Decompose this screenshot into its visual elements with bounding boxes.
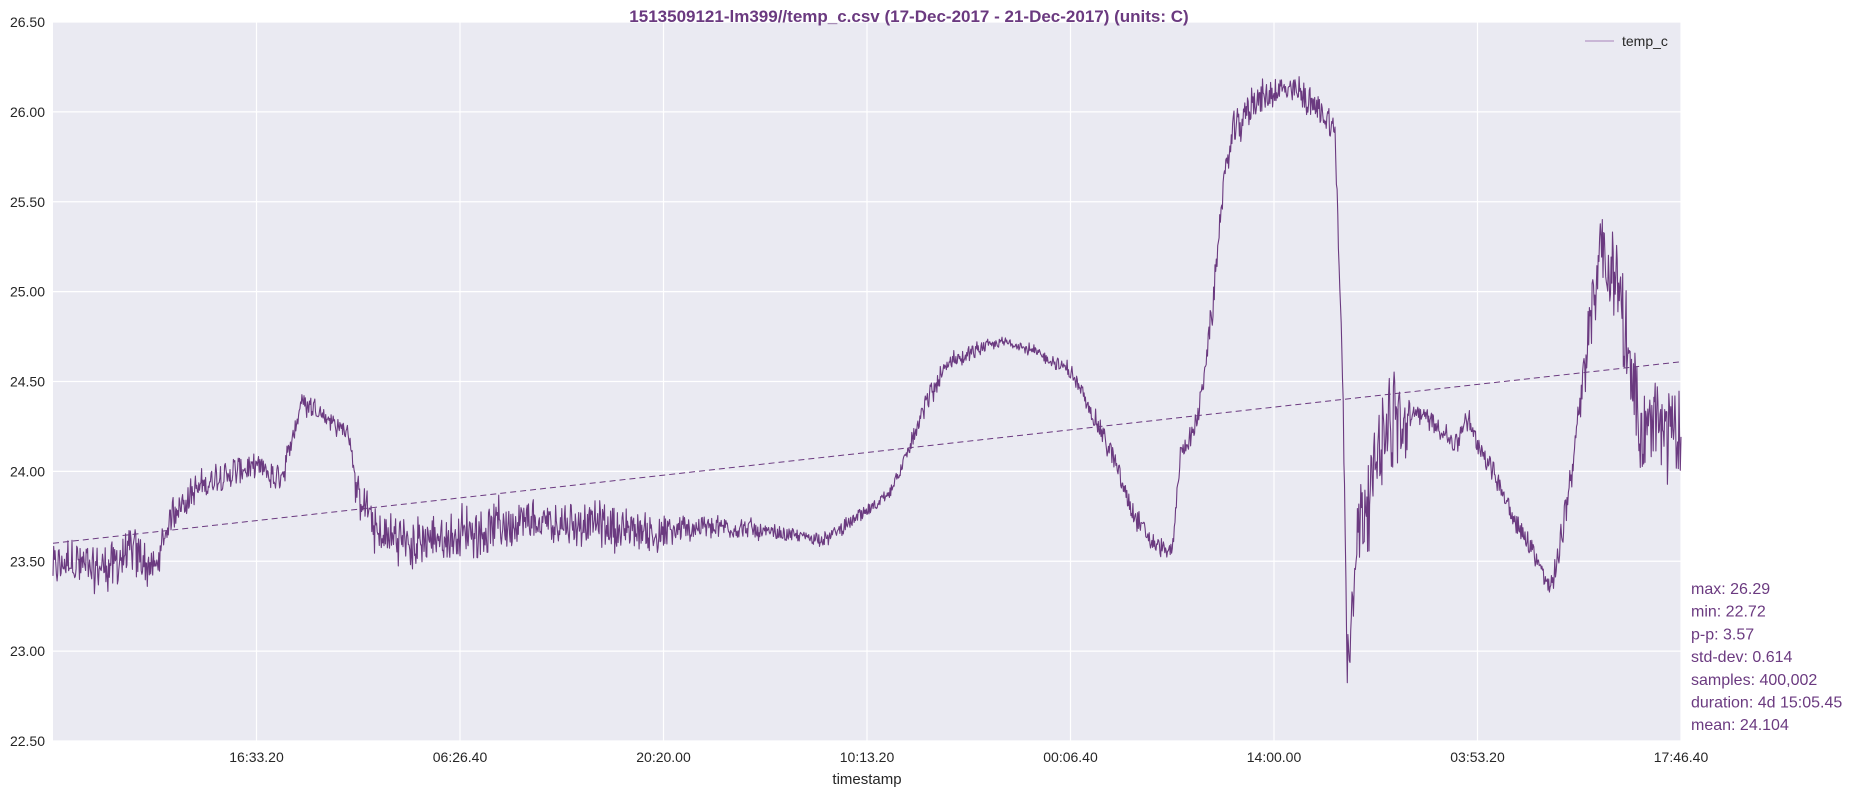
x-tick-label: 00:06.40 bbox=[1043, 749, 1098, 765]
legend: temp_c bbox=[1585, 33, 1668, 49]
stat-peak-to-peak: p-p: 3.57 bbox=[1691, 626, 1754, 643]
grid-lines bbox=[53, 21, 1682, 742]
stat-min: min: 22.72 bbox=[1691, 604, 1766, 621]
chart-title: 1513509121-lm399//temp_c.csv (17-Dec-201… bbox=[629, 7, 1188, 26]
stat-duration: duration: 4d 15:05.45 bbox=[1691, 695, 1842, 712]
y-tick-label: 26.00 bbox=[10, 104, 45, 120]
x-axis-label: timestamp bbox=[832, 771, 901, 788]
x-tick-label: 06:26.40 bbox=[433, 749, 488, 765]
y-tick-label: 22.50 bbox=[10, 733, 45, 749]
stat-mean: mean: 24.104 bbox=[1691, 717, 1789, 734]
trend-line bbox=[52, 361, 1682, 544]
x-tick-label: 03:53.20 bbox=[1450, 749, 1505, 765]
legend-label-temp-c: temp_c bbox=[1622, 33, 1668, 49]
y-tick-label: 24.00 bbox=[10, 463, 45, 479]
y-tick-label: 24.50 bbox=[10, 374, 45, 390]
x-tick-label: 20:20.00 bbox=[636, 749, 691, 765]
stat-std-dev: std-dev: 0.614 bbox=[1691, 649, 1793, 666]
series-line-temp-c bbox=[52, 76, 1682, 684]
y-tick-label: 23.00 bbox=[10, 643, 45, 659]
x-tick-label: 10:13.20 bbox=[840, 749, 895, 765]
y-tick-label: 25.50 bbox=[10, 194, 45, 210]
x-tick-label: 14:00.00 bbox=[1247, 749, 1302, 765]
stat-samples: samples: 400,002 bbox=[1691, 672, 1817, 689]
y-tick-label: 23.50 bbox=[10, 553, 45, 569]
y-axis: 22.50 23.00 23.50 24.00 24.50 25.00 25.50 26.00… bbox=[10, 14, 45, 749]
x-tick-label: 17:46.40 bbox=[1654, 749, 1709, 765]
y-tick-label: 26.50 bbox=[10, 14, 45, 30]
x-tick-label: 16:33.20 bbox=[229, 749, 284, 765]
stats-panel: max: 26.29 min: 22.72 p-p: 3.57 std-dev:… bbox=[1691, 581, 1842, 734]
series-layer bbox=[52, 76, 1682, 684]
y-tick-label: 25.00 bbox=[10, 284, 45, 300]
stat-max: max: 26.29 bbox=[1691, 581, 1770, 598]
x-axis: 16:33.20 06:26.40 20:20.00 10:13.20 00:06.40… bbox=[229, 749, 1708, 765]
